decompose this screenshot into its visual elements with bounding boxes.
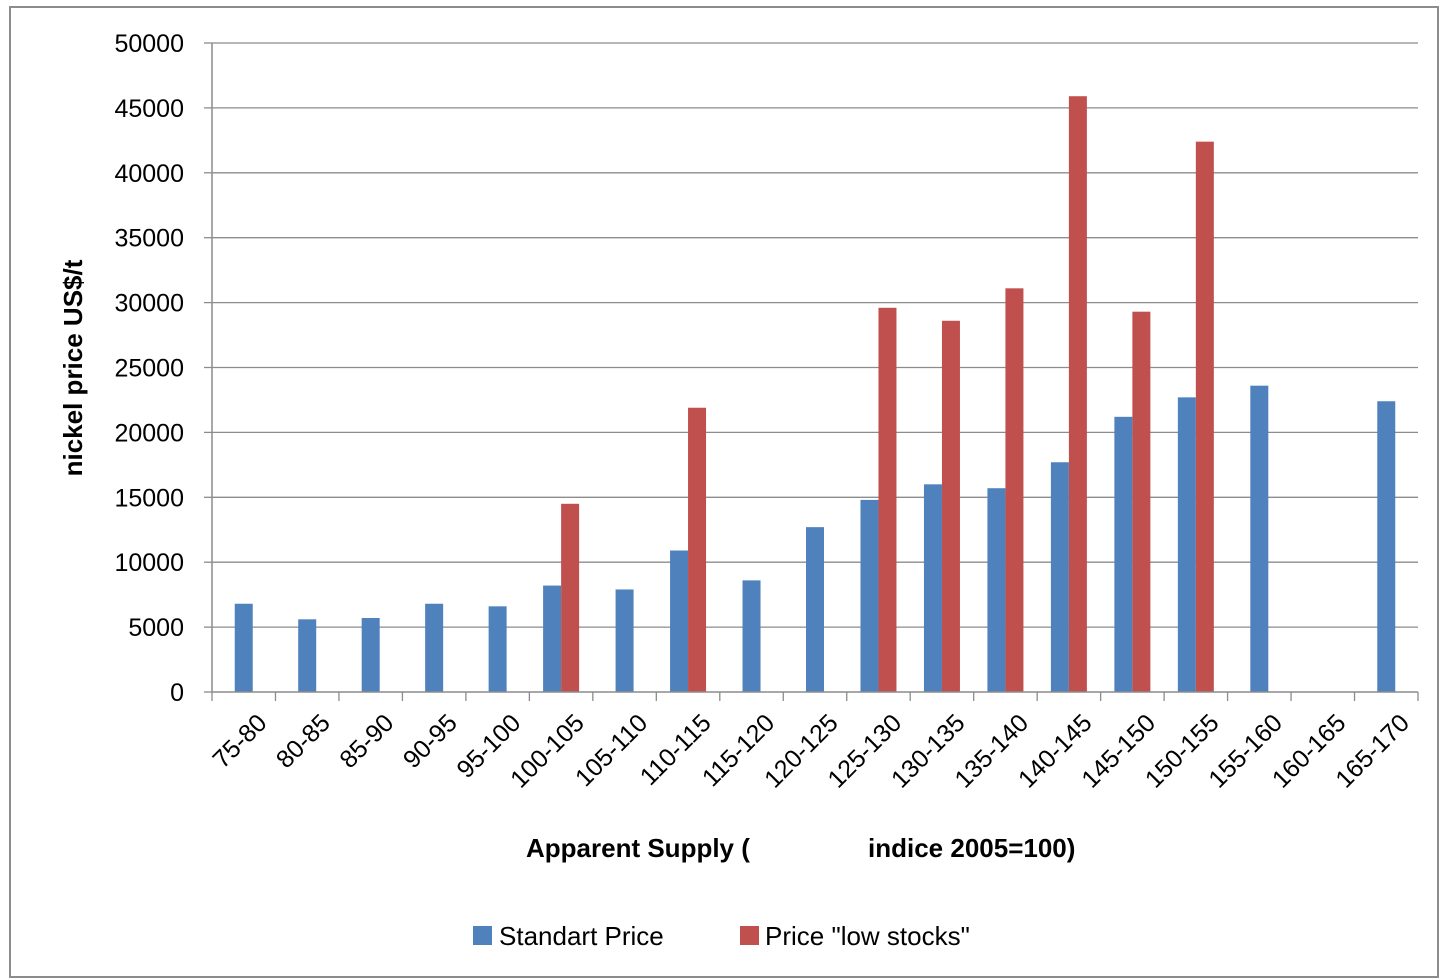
bar-low-stocks-100-105 <box>561 503 580 692</box>
bar-standart-price-135-140 <box>987 488 1006 692</box>
x-tick-labels: 75-8080-8585-9090-9595-100100-105105-110… <box>207 709 1415 794</box>
bar-standart-price-155-160 <box>1250 385 1269 692</box>
bar-standart-price-165-170 <box>1377 401 1396 692</box>
legend: Standart Price Price "low stocks" <box>473 921 970 951</box>
y-tick-label: 40000 <box>114 160 184 188</box>
bar-standart-price-125-130 <box>860 499 879 692</box>
y-tick-label: 35000 <box>114 225 184 253</box>
bar-standart-price-75-80 <box>234 603 253 692</box>
axes <box>211 43 1419 701</box>
x-tick-label: 75-80 <box>207 709 272 774</box>
y-tick-label: 10000 <box>114 549 184 577</box>
y-tick-label: 25000 <box>114 355 184 383</box>
bar-low-stocks-135-140 <box>1005 288 1024 692</box>
bar-standart-price-85-90 <box>361 618 380 692</box>
bar-standart-price-120-125 <box>806 527 824 692</box>
bar-standart-price-110-115 <box>670 550 689 692</box>
y-tick-label: 15000 <box>114 484 184 512</box>
bar-standart-price-140-145 <box>1050 462 1069 692</box>
legend-swatch-standart-price <box>473 926 492 945</box>
bar-low-stocks-140-145 <box>1068 96 1087 692</box>
legend-label-standart-price: Standart Price <box>499 921 664 951</box>
x-tick-label: 80-85 <box>271 709 336 774</box>
gridlines <box>204 42 1418 693</box>
legend-swatch-low-stocks <box>740 926 759 945</box>
y-tick-labels: 0 5000 10000 15000 20000 25000 30000 35000 40000… <box>114 30 184 707</box>
bar-standart-price-80-85 <box>298 619 317 692</box>
y-tick-label: 5000 <box>128 614 184 642</box>
bar-standart-price-105-110 <box>615 589 634 692</box>
bar-standart-price-90-95 <box>425 603 444 692</box>
y-tick-label: 50000 <box>114 30 184 58</box>
bars <box>234 96 1396 692</box>
x-tick-label: 85-90 <box>334 709 399 774</box>
y-tick-label: 20000 <box>114 419 184 447</box>
bar-standart-price-145-150 <box>1114 416 1133 692</box>
bar-standart-price-115-120 <box>742 580 761 692</box>
bar-low-stocks-150-155 <box>1195 141 1214 692</box>
y-tick-label: 30000 <box>114 290 184 318</box>
bar-standart-price-130-135 <box>923 484 942 692</box>
bar-standart-price-150-155 <box>1177 397 1196 692</box>
bar-standart-price-100-105 <box>543 585 562 692</box>
y-axis-title: nickel price US$/t <box>58 259 88 476</box>
bar-standart-price-95-100 <box>488 606 507 692</box>
x-axis-title: Apparent Supply ( indice 2005=100) <box>526 833 1075 863</box>
legend-label-low-stocks: Price "low stocks" <box>765 921 970 951</box>
bar-low-stocks-110-115 <box>688 407 707 692</box>
y-tick-label: 45000 <box>114 95 184 123</box>
bar-low-stocks-125-130 <box>878 307 897 692</box>
x-axis-title-part2: indice 2005=100) <box>868 833 1075 863</box>
y-tick-label: 0 <box>170 679 184 707</box>
bar-low-stocks-130-135 <box>941 320 960 692</box>
bar-low-stocks-145-150 <box>1132 311 1151 692</box>
x-axis-title-part1: Apparent Supply ( <box>526 833 750 863</box>
